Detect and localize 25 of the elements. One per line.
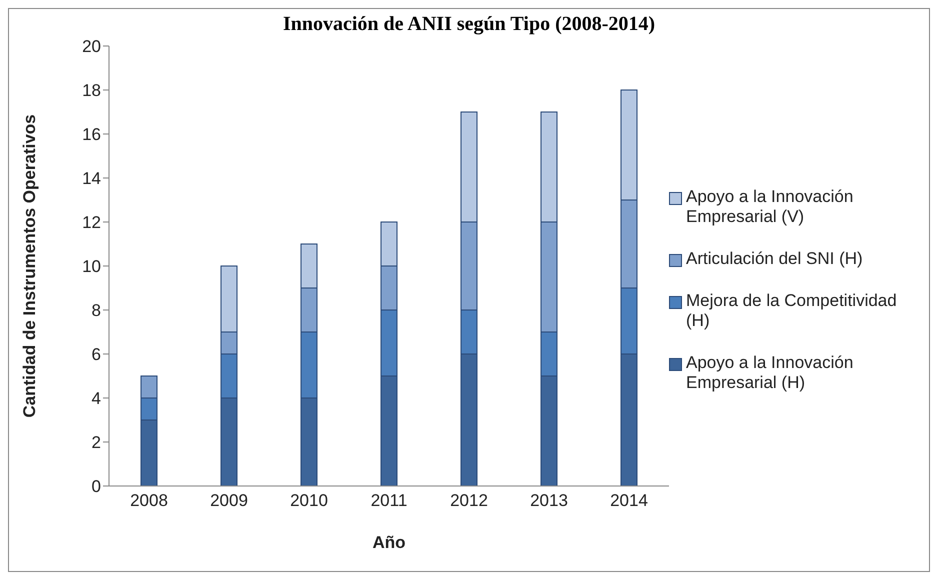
x-tick-label: 2010 [290,491,328,510]
x-tick-label: 2009 [210,491,248,510]
y-tick-label: 12 [82,213,101,232]
y-tick-label: 16 [82,125,101,144]
legend-label: Mejora de la Competitividad (H) [686,291,898,331]
x-tick-label: 2014 [610,491,648,510]
x-tick-label: 2012 [450,491,488,510]
legend-label: Apoyo a la Innovación Empresarial (V) [686,187,854,227]
y-tick-label: 4 [92,389,101,408]
x-axis-title: Año [372,533,406,552]
legend-label: Apoyo a la Innovación Empresarial (H) [686,353,854,393]
y-tick-label: 8 [92,301,101,320]
y-tick-label: 0 [92,477,101,496]
y-tick-label: 2 [92,433,101,452]
y-tick-label: 6 [92,345,101,364]
x-tick-label: 2008 [130,491,168,510]
chart-title: Innovación de ANII según Tipo (2008-2014) [282,13,656,36]
y-tick-label: 18 [82,81,101,100]
y-tick-label: 14 [82,169,101,188]
legend-label: Articulación del SNI (H) [686,249,863,269]
y-tick-label: 20 [82,37,101,56]
y-axis-title: Cantidad de Instrumentos Operativos [20,114,40,418]
y-tick-label: 10 [82,257,101,276]
x-tick-label: 2013 [530,491,568,510]
x-tick-label: 2011 [370,491,408,510]
